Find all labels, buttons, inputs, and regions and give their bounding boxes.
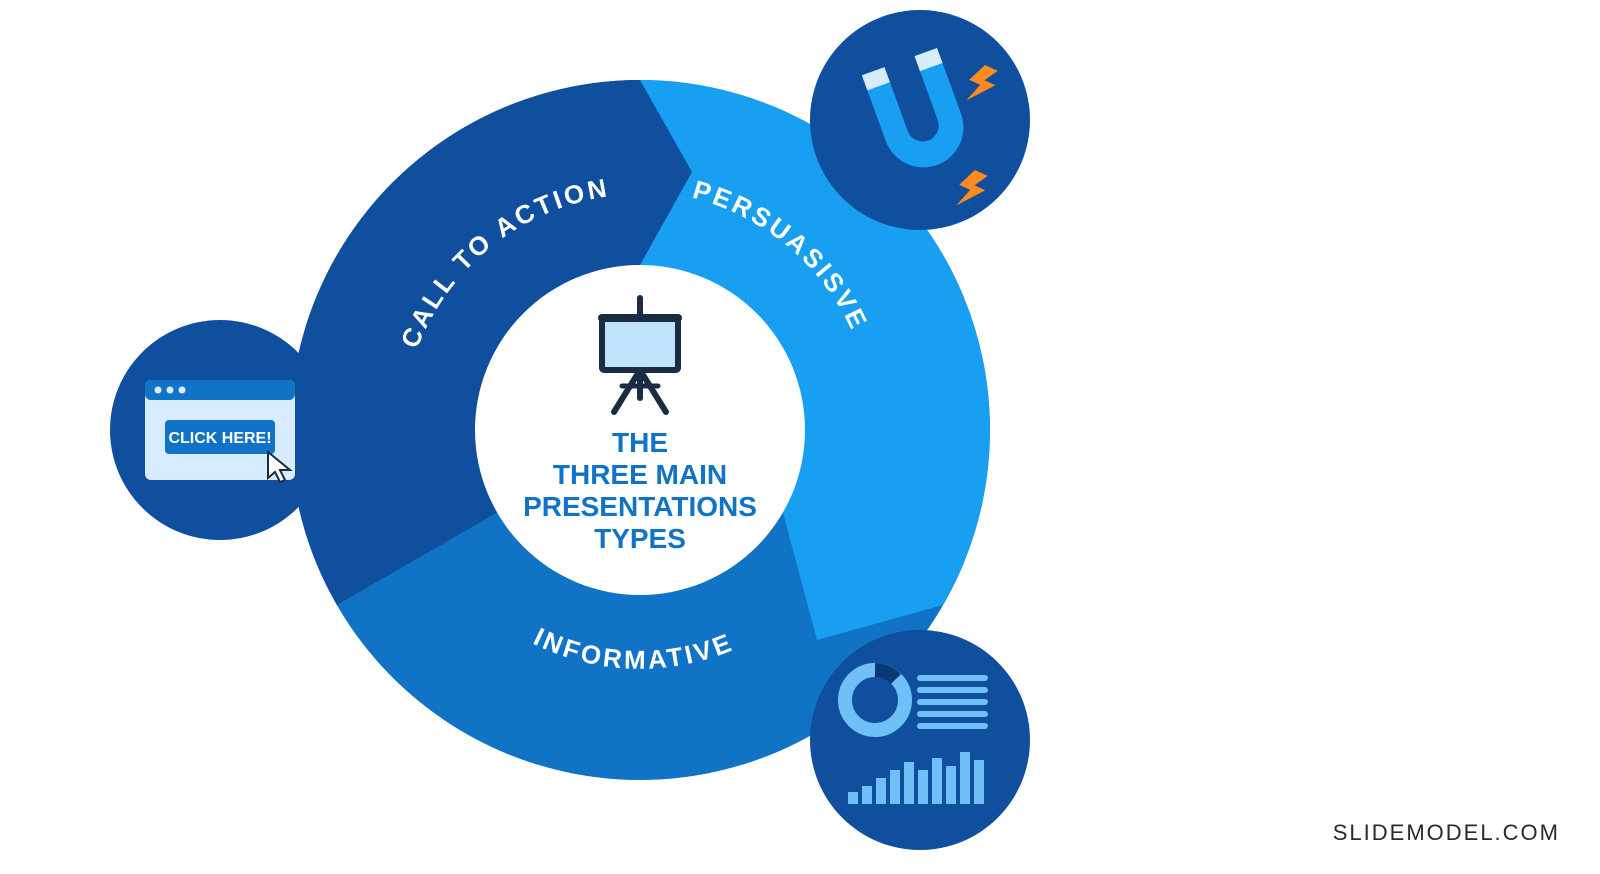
watermark-text: SLIDEMODEL.COM [1333,820,1560,846]
cycle-diagram-svg: THE THREE MAIN PRESENTATIONS TYPES PERSU… [0,0,1600,874]
center-title-line-2: THREE MAIN [553,459,727,490]
center-title-line-4: TYPES [594,523,686,554]
bubble-call-to-action: CLICK HERE! [110,320,330,540]
bubble-persuasive [810,10,1030,230]
click-here-button-label: CLICK HERE! [168,430,271,447]
center-title-line-3: PRESENTATIONS [523,491,757,522]
bubble-informative [810,630,1030,850]
infographic-stage: THE THREE MAIN PRESENTATIONS TYPES PERSU… [0,0,1600,874]
click-here-icon: CLICK HERE! [145,380,295,482]
center-title-line-1: THE [612,427,668,458]
